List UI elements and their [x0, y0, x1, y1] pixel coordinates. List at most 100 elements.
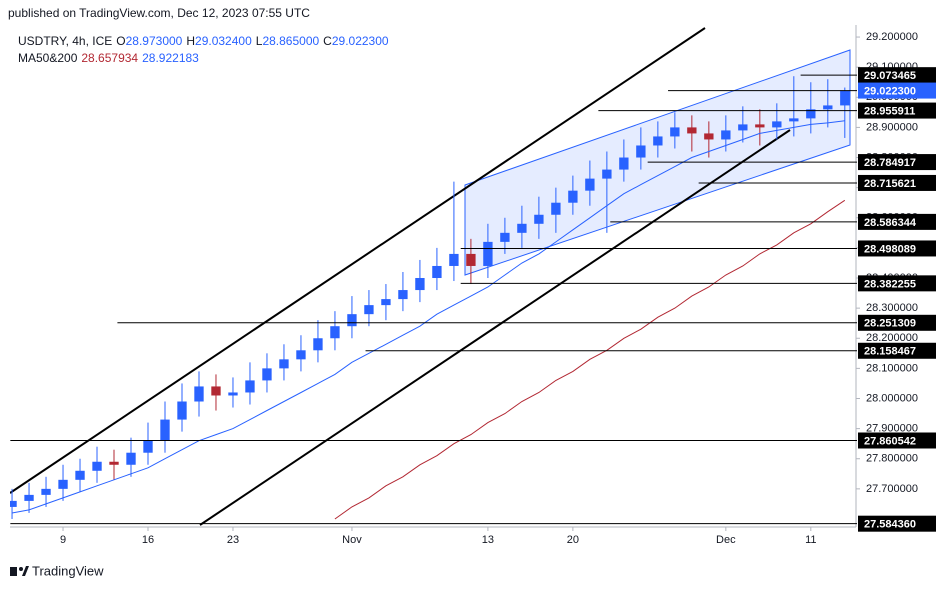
published-note: published on TradingView.com, Dec 12, 20… [8, 6, 310, 20]
y-tick-label: 28.900000 [866, 121, 918, 133]
candle-body [653, 136, 663, 146]
candle-body [75, 470, 85, 480]
ohlc-value: 28.973000 [126, 34, 183, 48]
level-label: 28.498089 [864, 243, 916, 255]
candle-body [58, 479, 68, 489]
candle-body [619, 157, 629, 170]
ohlc-key: L [256, 34, 263, 48]
candle-body [840, 90, 850, 106]
candle-body [449, 253, 459, 266]
brand: TradingView [32, 563, 104, 578]
level-label: 28.715621 [864, 178, 916, 190]
y-tick-label: 28.200000 [866, 332, 918, 344]
ohlc-value: 29.022300 [332, 34, 389, 48]
candle-body [24, 494, 34, 501]
candle-body [585, 178, 595, 191]
candle-body [772, 121, 782, 128]
level-label-box [858, 174, 936, 191]
candle-body [466, 253, 476, 266]
candle-body [41, 488, 51, 495]
level-label-box [858, 82, 936, 99]
x-tick-label: 13 [482, 534, 494, 546]
candle-body [381, 299, 391, 306]
candle-body [177, 401, 187, 420]
level-label: 27.860542 [864, 435, 916, 447]
y-tick-label: 27.900000 [866, 423, 918, 435]
candle-body [755, 124, 765, 128]
candle-body [432, 265, 442, 279]
candle-body [109, 461, 119, 465]
level-label: 28.251309 [864, 318, 916, 330]
level-label: 28.784917 [864, 157, 916, 169]
logo [10, 566, 29, 576]
candle-body [483, 241, 493, 266]
trend-line [10, 27, 706, 494]
ohlc-key: H [186, 34, 195, 48]
ohlc-key: O [116, 34, 125, 48]
ma-value: 28.922183 [142, 51, 199, 65]
x-tick-label: 11 [805, 534, 816, 546]
candle-body [534, 214, 544, 224]
level-label-box [858, 213, 936, 230]
level-label: 28.158467 [864, 346, 916, 358]
ma-value: 28.657934 [81, 51, 138, 65]
x-tick-label: 9 [60, 534, 66, 546]
candle-body [10, 500, 17, 507]
y-tick-label: 28.300000 [866, 302, 918, 314]
candle-body [500, 232, 510, 242]
trend-line [199, 129, 791, 526]
candle-body [806, 109, 816, 119]
x-tick-label: Nov [342, 534, 362, 546]
x-tick-label: 16 [142, 534, 154, 546]
moving-average [334, 199, 846, 520]
candle-body [160, 419, 170, 441]
y-tick-label: 27.800000 [866, 453, 918, 465]
level-label-box [858, 342, 936, 359]
candle-body [279, 359, 289, 369]
candle-body [92, 461, 102, 471]
candle-body [398, 290, 408, 300]
candle-body [823, 105, 833, 110]
candle-body [738, 124, 748, 131]
moving-average [11, 120, 845, 514]
candle-body [602, 169, 612, 179]
candle-body [296, 350, 306, 360]
level-label: 27.584360 [864, 519, 916, 531]
candle-body [364, 305, 374, 315]
candle-body [636, 145, 646, 158]
x-tick-label: Dec [716, 534, 736, 546]
candle-body [687, 127, 697, 134]
candle-body [313, 338, 323, 351]
y-tick-label: 29.200000 [866, 31, 918, 43]
candle-body [126, 452, 136, 465]
y-tick-label: 27.700000 [866, 483, 918, 495]
y-tick-label: 28.000000 [866, 392, 918, 404]
candle-body [211, 386, 221, 396]
level-label: 28.586344 [864, 217, 917, 229]
y-tick-label: 28.100000 [866, 362, 918, 374]
level-label-box [858, 432, 936, 449]
candle-body [789, 118, 799, 122]
x-tick-label: 23 [227, 534, 239, 546]
candle-body [721, 130, 731, 140]
level-label: 28.955911 [864, 105, 915, 117]
ohlc-key: C [323, 34, 332, 48]
candle-body [704, 133, 714, 140]
candle-body [143, 440, 153, 453]
level-label: 29.022300 [864, 85, 916, 97]
candle-body [568, 190, 578, 203]
symbol: USDTRY, 4h, ICE O28.973000 H29.032400 L28.8… [18, 34, 389, 48]
candle-body [194, 386, 204, 402]
candle-body [517, 223, 527, 233]
x-tick-label: 20 [567, 534, 579, 546]
candle-body [415, 278, 425, 291]
level-label-box [858, 154, 936, 171]
level-label-box [858, 515, 936, 532]
candle-body [228, 392, 238, 396]
ohlc-value: 29.032400 [195, 34, 252, 48]
ma-label: MA50&200 28.657934 28.922183 [18, 51, 199, 65]
level-label: 29.073465 [864, 70, 916, 82]
